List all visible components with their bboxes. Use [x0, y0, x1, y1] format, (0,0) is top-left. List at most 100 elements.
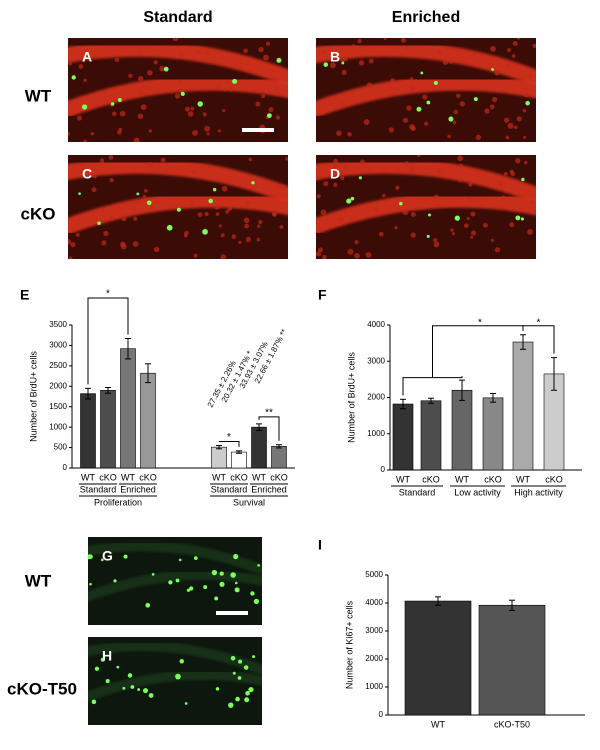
bar: [140, 372, 156, 469]
scale-bar: [242, 128, 274, 132]
nucleus: [204, 211, 209, 217]
nucleus: [340, 176, 345, 181]
nucleus: [466, 217, 470, 221]
labeled-cell: [81, 104, 88, 110]
nucleus: [214, 204, 221, 210]
nucleus: [243, 217, 250, 224]
nucleus: [516, 38, 521, 40]
nucleus: [121, 216, 127, 222]
nucleus: [338, 216, 344, 222]
y-tick-label: 1000: [49, 422, 67, 431]
significance-bracket: [402, 376, 463, 396]
nucleus: [503, 117, 510, 123]
nucleus: [522, 109, 527, 113]
labeled-cell: [176, 207, 181, 212]
cell-layer: [68, 40, 288, 87]
nucleus: [366, 82, 373, 89]
nucleus: [68, 239, 72, 245]
nucleus: [68, 256, 73, 259]
nucleus: [121, 97, 126, 102]
nucleus: [507, 122, 514, 129]
labeled-cell: [145, 602, 151, 608]
labeled-cell: [113, 579, 117, 583]
nucleus: [410, 212, 416, 217]
group-label: Standard: [211, 484, 248, 494]
nucleus: [401, 79, 405, 83]
column-header: Standard: [143, 9, 212, 26]
nucleus: [394, 226, 398, 230]
nucleus: [447, 134, 451, 139]
nucleus: [472, 52, 477, 56]
nucleus: [191, 169, 196, 174]
nucleus: [404, 161, 409, 166]
nucleus: [68, 62, 72, 66]
nucleus: [244, 200, 251, 207]
y-axis-label: Number of Ki67+ cells: [344, 600, 354, 689]
nucleus: [248, 157, 253, 162]
nucleus: [244, 223, 249, 229]
nucleus: [354, 252, 360, 259]
nucleus: [505, 135, 510, 140]
labeled-cell: [232, 671, 236, 675]
nucleus: [494, 247, 501, 253]
nucleus: [193, 253, 198, 258]
labeled-cell: [116, 665, 120, 669]
nucleus: [433, 238, 438, 243]
nucleus: [378, 231, 384, 237]
cell-layer: [316, 191, 536, 235]
labeled-cell: [248, 686, 254, 693]
nucleus: [523, 135, 527, 139]
y-tick-label: 1000: [365, 682, 383, 691]
nucleus: [78, 64, 84, 69]
nucleus: [340, 57, 346, 63]
y-tick-label: 3000: [367, 356, 385, 365]
significance-mark: *: [227, 432, 231, 443]
y-tick-label: 2000: [367, 393, 385, 402]
y-tick-label: 4000: [367, 320, 385, 329]
nucleus: [467, 196, 472, 201]
cell-layer: [316, 40, 536, 87]
cell-layer: [316, 74, 536, 118]
row-label: cKO-T50: [7, 679, 77, 698]
nucleus: [255, 101, 261, 107]
labeled-cell: [71, 75, 76, 80]
labeled-cell: [237, 676, 242, 680]
nucleus: [204, 125, 211, 132]
nucleus: [159, 65, 166, 72]
nucleus: [437, 50, 442, 55]
nucleus: [133, 216, 138, 222]
bar: [392, 403, 414, 471]
labeled-cell: [168, 580, 173, 585]
nucleus: [91, 187, 97, 193]
nucleus: [153, 60, 158, 65]
labeled-cell: [148, 693, 154, 698]
nucleus: [406, 105, 412, 111]
labeled-cell: [137, 688, 141, 691]
nucleus: [436, 169, 442, 174]
nucleus: [470, 235, 474, 239]
y-tick-label: 0: [379, 710, 384, 719]
nucleus: [484, 108, 490, 114]
nucleus: [150, 205, 155, 209]
nucleus: [261, 94, 266, 99]
nucleus: [221, 185, 228, 192]
nucleus: [142, 194, 147, 199]
labeled-cell: [151, 572, 155, 576]
labeled-cell: [350, 196, 355, 201]
panel-letter: I: [318, 537, 322, 553]
section-label: Survival: [233, 497, 265, 507]
nucleus: [118, 127, 123, 132]
labeled-cell: [420, 71, 424, 75]
nucleus: [448, 59, 454, 64]
nucleus: [99, 158, 105, 163]
nucleus: [275, 115, 281, 120]
image-content: [88, 541, 262, 608]
x-tick-label: WT: [121, 472, 135, 482]
y-tick-label: 5000: [365, 570, 383, 579]
nucleus: [263, 54, 269, 61]
labeled-cell: [341, 61, 345, 65]
labeled-cell: [426, 100, 431, 105]
labeled-cell: [94, 666, 100, 671]
nucleus: [109, 177, 114, 183]
nucleus: [501, 195, 506, 200]
